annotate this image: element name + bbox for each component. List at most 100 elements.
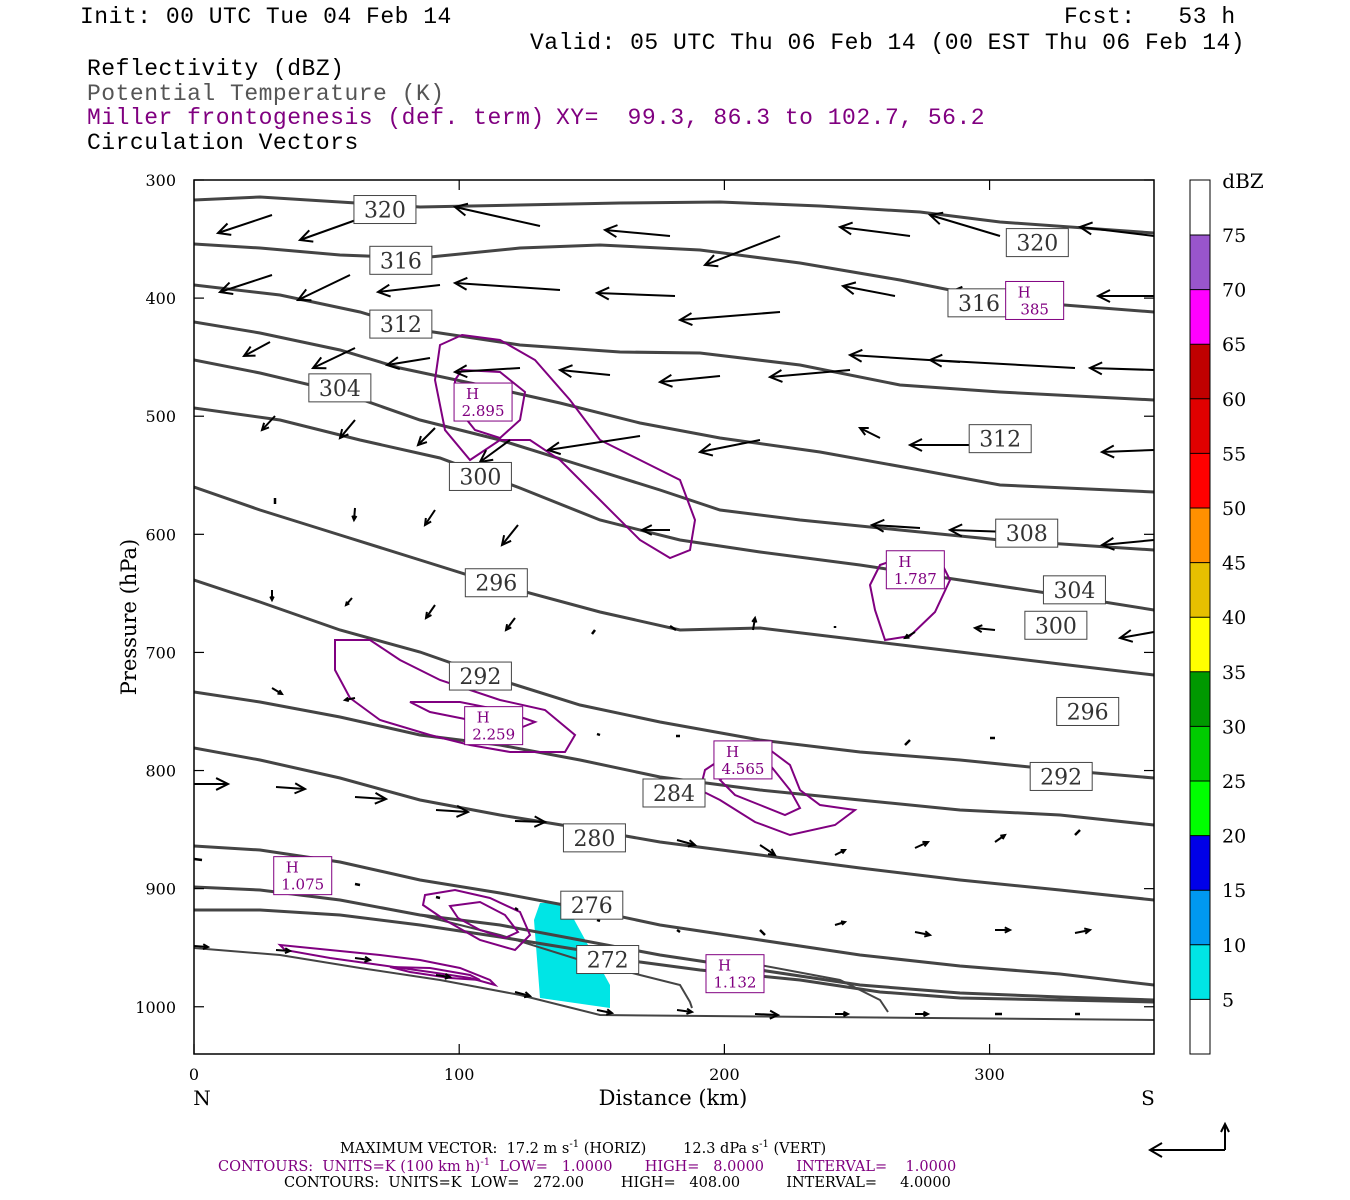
colorbar-label: 20 xyxy=(1222,826,1246,848)
circulation-vector xyxy=(269,590,275,603)
circulation-vector xyxy=(759,844,777,857)
theta-label-text: 296 xyxy=(1067,700,1109,725)
colorbar-segment xyxy=(1190,344,1210,399)
vector-head xyxy=(215,222,232,236)
vector-shaft xyxy=(704,235,781,266)
theta-contour xyxy=(419,914,693,1009)
circulation-vector xyxy=(215,214,273,236)
vector-shaft xyxy=(596,1009,613,1014)
colorbar-label: 70 xyxy=(1222,280,1246,302)
theta-contour xyxy=(194,320,1154,494)
circulation-vector xyxy=(869,518,921,533)
vector-shaft xyxy=(669,624,677,632)
vector-head xyxy=(657,373,673,388)
vector-head xyxy=(927,353,943,368)
theta-label: 312 xyxy=(968,424,1032,454)
vector-shaft xyxy=(914,841,929,849)
circulation-vector xyxy=(914,930,933,938)
theta-label: 316 xyxy=(369,245,433,275)
theta-label-text: 316 xyxy=(380,249,422,274)
theta-label: 284 xyxy=(642,778,706,808)
theta-contour xyxy=(194,578,1154,780)
theta-contour xyxy=(194,195,1154,235)
vector-head xyxy=(342,696,350,703)
circulation-vector xyxy=(194,857,203,862)
vector-shaft xyxy=(759,844,776,856)
max-label-value: 4.565 xyxy=(721,760,764,778)
vector-shaft xyxy=(514,820,546,823)
vector-head xyxy=(545,441,562,456)
circulation-vector xyxy=(275,782,308,795)
circulation-vector xyxy=(354,792,389,805)
colorbar-label: 55 xyxy=(1222,443,1246,465)
vector-shaft xyxy=(1101,539,1154,546)
vector-head xyxy=(907,438,923,452)
vector-shaft xyxy=(501,524,519,546)
circulation-vector xyxy=(995,926,1013,934)
colorbar-segment xyxy=(1190,398,1210,454)
vector-head xyxy=(456,804,471,818)
theta-label-text: 320 xyxy=(1016,232,1058,257)
frontogenesis-max-label: H2.895 xyxy=(453,382,513,422)
vector-shaft xyxy=(417,427,436,446)
x-axis-title: Distance (km) xyxy=(599,1086,748,1110)
vector-head xyxy=(767,369,783,383)
vector-shaft xyxy=(514,991,531,997)
circulation-vector xyxy=(514,991,533,999)
circulation-vector xyxy=(754,1009,781,1020)
colorbar-label: 35 xyxy=(1222,662,1246,684)
circulation-vector xyxy=(344,597,353,607)
theta-label: 296 xyxy=(464,568,528,598)
vector-shaft xyxy=(454,206,541,227)
vector-shaft xyxy=(604,229,671,237)
theta-label-box xyxy=(369,245,433,275)
vector-head xyxy=(452,364,468,379)
vector-head xyxy=(375,283,391,298)
vector-shaft xyxy=(859,427,881,439)
circulation-vector xyxy=(384,356,431,370)
vector-head xyxy=(277,689,284,696)
circulation-vector xyxy=(1077,221,1154,237)
circulation-vector xyxy=(435,804,471,818)
vector-shaft xyxy=(676,1009,693,1013)
max-label-box xyxy=(713,740,773,780)
circulation-vector xyxy=(504,617,516,632)
circulation-vector xyxy=(602,224,671,238)
circulation-vector xyxy=(759,929,766,936)
vector-head xyxy=(847,348,863,363)
max-label-box xyxy=(464,706,524,746)
vector-head xyxy=(972,624,983,634)
circulation-vector xyxy=(994,833,1007,843)
vector-shaft xyxy=(435,974,451,978)
circulation-vector xyxy=(591,629,596,635)
forecast-hour: Fcst: 53 h xyxy=(1064,4,1236,30)
colorbar-segment xyxy=(1190,235,1210,290)
colorbar-label: 65 xyxy=(1222,334,1246,356)
vector-head xyxy=(423,517,432,527)
max-label-box xyxy=(705,954,765,994)
circulation-vector xyxy=(1087,361,1154,376)
circulation-vector xyxy=(594,286,676,301)
max-label-h: H xyxy=(286,859,299,877)
theta-label: 308 xyxy=(995,518,1059,548)
circulation-vector xyxy=(639,524,670,536)
colorbar-segment xyxy=(1190,289,1210,345)
circulation-vector xyxy=(834,920,848,926)
colorbar-label: 10 xyxy=(1222,935,1246,957)
field-theta: Potential Temperature (K) xyxy=(87,81,445,107)
north-label: N xyxy=(193,1086,211,1110)
vector-head xyxy=(922,840,931,847)
vector-head xyxy=(639,524,653,536)
vector-shaft xyxy=(275,949,291,952)
theta-label-text: 280 xyxy=(573,827,615,852)
vector-head xyxy=(242,345,256,358)
colorbar-label: 50 xyxy=(1222,498,1246,520)
field-vectors: Circulation Vectors xyxy=(87,130,359,156)
vector-shaft xyxy=(676,928,681,934)
vector-shaft xyxy=(1074,829,1081,836)
theta-label: 304 xyxy=(1042,575,1106,605)
circulation-vector xyxy=(903,631,916,640)
frontogenesis-max-label: H1.787 xyxy=(885,550,945,590)
theta-label-text: 304 xyxy=(319,377,361,402)
